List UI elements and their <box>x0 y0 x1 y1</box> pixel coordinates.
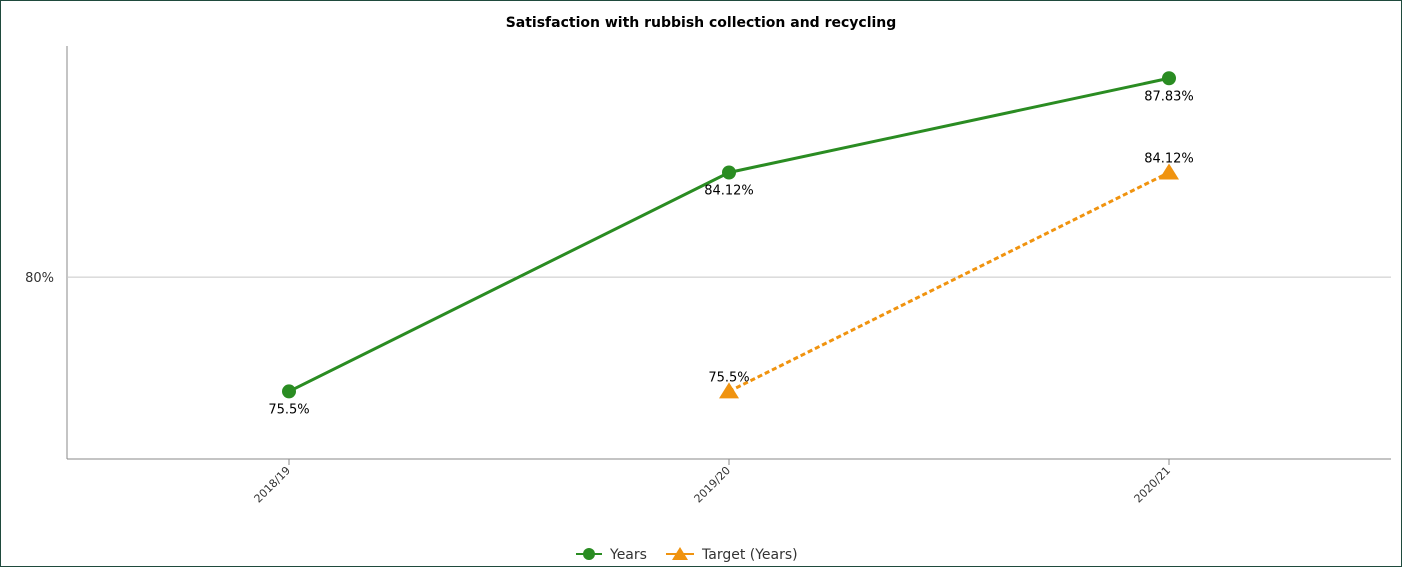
data-label-target: 75.5% <box>708 370 749 385</box>
chart-title: Satisfaction with rubbish collection and… <box>506 15 897 31</box>
legend-item-target[interactable]: Target (Years) <box>666 547 798 563</box>
legend-target-marker <box>672 547 688 560</box>
legend-item-years[interactable]: Years <box>576 547 647 563</box>
x-tick-label: 2018/19 <box>252 464 294 506</box>
legend-years-marker <box>583 548 595 560</box>
legend-target-label: Target (Years) <box>701 547 798 563</box>
data-point-target <box>1159 163 1179 180</box>
series-years-line <box>288 76 1170 393</box>
data-point-years <box>1162 71 1176 86</box>
data-label-years: 84.12% <box>704 183 754 198</box>
x-tick-label: 2019/20 <box>692 464 734 506</box>
data-label-years: 75.5% <box>268 402 309 417</box>
legend: Years Target (Years) <box>576 547 798 563</box>
data-point-years <box>722 165 736 180</box>
data-point-years <box>282 384 296 399</box>
data-label-years: 87.83% <box>1144 89 1194 104</box>
series-target-line <box>728 171 1170 393</box>
y-tick-label: 80% <box>25 271 54 286</box>
legend-years-label: Years <box>609 547 647 563</box>
data-point-target <box>719 382 739 399</box>
data-label-target: 84.12% <box>1144 151 1194 166</box>
x-tick-label: 2020/21 <box>1132 464 1174 506</box>
